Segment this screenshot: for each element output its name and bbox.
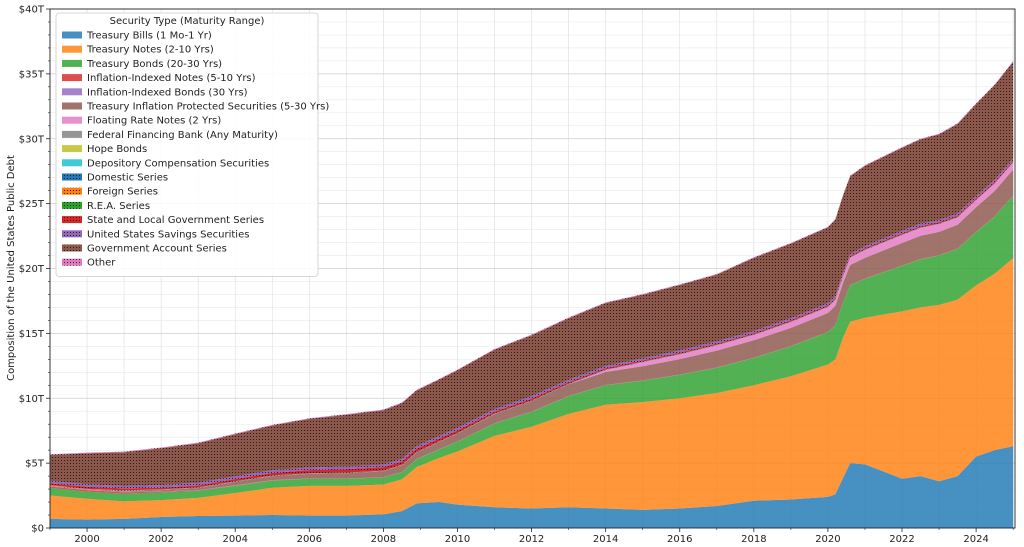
x-tick-label: 2002: [148, 534, 173, 545]
legend-entry: Federal Financing Bank (Any Maturity): [87, 130, 278, 141]
legend-entry: United States Savings Securities: [87, 229, 249, 240]
y-tick-label: $20T: [19, 264, 45, 275]
legend-entry: Foreign Series: [87, 187, 158, 198]
legend-swatch: [62, 45, 82, 53]
area-series-layer: [50, 61, 1014, 528]
x-tick-label: 2012: [519, 534, 544, 545]
y-tick-label: $25T: [19, 199, 45, 210]
y-tick-label: $0: [31, 524, 44, 535]
x-tick-label: 2014: [593, 534, 618, 545]
y-tick-label: $30T: [19, 134, 45, 145]
legend-box: [55, 12, 319, 277]
legend-entry: Depository Compensation Securities: [87, 158, 269, 169]
legend-swatch: [62, 230, 82, 238]
legend-swatch: [62, 88, 82, 96]
legend-swatch: [62, 31, 82, 39]
x-tick-label: 2008: [371, 534, 396, 545]
legend-swatch: [62, 145, 82, 153]
legend-title: Security Type (Maturity Range): [110, 16, 265, 27]
legend-entry: Floating Rate Notes (2 Yrs): [87, 116, 221, 127]
x-tick-label: 2024: [963, 534, 988, 545]
legend-entry: R.E.A. Series: [87, 201, 150, 212]
y-tick-label: $15T: [19, 329, 45, 340]
x-tick-label: 2004: [222, 534, 247, 545]
axes: $0 $5T $10T $15T $20T $25T $30T $35T $40T 2000 200…: [19, 5, 1016, 545]
legend-entry: Treasury Inflation Protected Securities …: [86, 102, 329, 113]
x-tick-label: 2022: [889, 534, 914, 545]
area-series-2: [50, 195, 1014, 502]
x-tick-label: 2006: [297, 534, 322, 545]
legend-swatch: [62, 59, 82, 67]
legend-swatch: [62, 216, 82, 224]
y-tick-label: $35T: [19, 69, 45, 80]
x-tick-label: 2010: [445, 534, 470, 545]
area-series-15: [50, 61, 1014, 486]
legend-entry: Treasury Bills (1 Mo-1 Yr): [86, 31, 212, 42]
legend-entry: Other: [87, 258, 116, 269]
x-tick-label: 2016: [667, 534, 692, 545]
y-tick-label: $5T: [25, 459, 45, 470]
area-series-0: [50, 446, 1014, 528]
legend-entry: State and Local Government Series: [87, 215, 264, 226]
legend-entry: Inflation-Indexed Notes (5-10 Yrs): [87, 73, 256, 84]
legend-swatch: [62, 244, 82, 252]
legend: Security Type (Maturity Range) Treasury B…: [55, 12, 329, 277]
legend-swatch: [62, 173, 82, 181]
legend-entry: Inflation-Indexed Bonds (30 Yrs): [87, 87, 248, 98]
legend-swatch: [62, 74, 82, 82]
area-series-1: [50, 258, 1014, 520]
legend-entry: Treasury Bonds (20-30 Yrs): [86, 59, 222, 70]
legend-swatch: [62, 116, 82, 124]
legend-swatch: [62, 201, 82, 209]
legend-entry: Government Account Series: [87, 244, 227, 255]
y-axis-label: Composition of the United States Public …: [6, 155, 17, 381]
x-tick-label: 2000: [74, 534, 99, 545]
y-tick-label: $10T: [19, 394, 45, 405]
legend-swatch: [62, 258, 82, 266]
x-tick-label: 2020: [815, 534, 840, 545]
y-tick-label: $40T: [19, 5, 45, 16]
legend-swatch: [62, 102, 82, 110]
area-series-5: [50, 169, 1014, 492]
legend-entry: Treasury Notes (2-10 Yrs): [86, 45, 214, 56]
legend-swatch: [62, 159, 82, 167]
legend-swatch: [62, 130, 82, 138]
legend-swatch: [62, 187, 82, 195]
legend-entry: Hope Bonds: [87, 144, 147, 155]
legend-entry: Domestic Series: [87, 173, 168, 184]
x-tick-label: 2018: [741, 534, 766, 545]
